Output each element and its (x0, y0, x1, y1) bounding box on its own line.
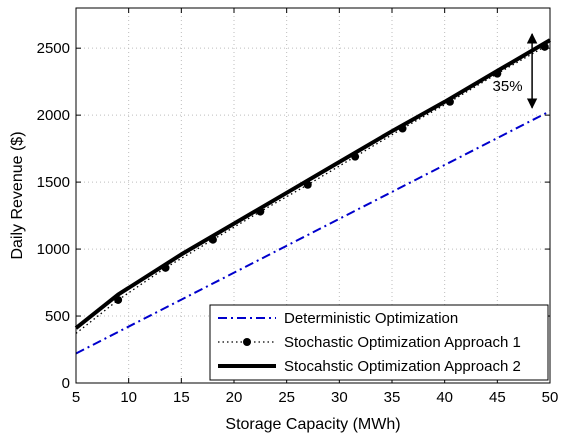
x-tick-label: 5 (72, 389, 80, 406)
x-tick-label: 40 (436, 389, 453, 406)
plot-series (74, 38, 552, 355)
series-line-1 (75, 110, 551, 355)
legend-marker-2 (243, 338, 251, 346)
y-tick-label: 2000 (37, 107, 70, 124)
series-line-2 (75, 46, 546, 334)
series-line-3 (74, 38, 552, 330)
legend-label-1: Deterministic Optimization (284, 310, 458, 327)
annotations: 35% (493, 32, 538, 109)
x-tick-label: 35 (384, 389, 401, 406)
x-tick-label: 20 (226, 389, 243, 406)
percent-annotation: 35% (493, 78, 523, 95)
x-tick-label: 50 (542, 389, 559, 406)
x-tick-label: 45 (489, 389, 506, 406)
x-tick-label: 25 (278, 389, 295, 406)
legend-label-2: Stochastic Optimization Approach 1 (284, 334, 521, 351)
y-axis-label: Daily Revenue ($) (9, 131, 26, 259)
x-tick-label: 30 (331, 389, 348, 406)
plot-frame (75, 7, 551, 384)
legend-label-3: Stocahstic Optimization Approach 2 (284, 358, 521, 375)
y-tick-label: 1500 (37, 174, 70, 191)
x-tick-label: 10 (120, 389, 137, 406)
x-tick-label: 15 (173, 389, 190, 406)
y-tick-label: 2500 (37, 40, 70, 57)
y-tick-label: 1000 (37, 241, 70, 258)
legend: Deterministic Optimization Stochastic Opt… (209, 304, 549, 381)
y-tick-label: 0 (62, 375, 70, 392)
x-axis-label: Storage Capacity (MWh) (225, 416, 400, 433)
y-tick-label: 500 (45, 308, 70, 325)
